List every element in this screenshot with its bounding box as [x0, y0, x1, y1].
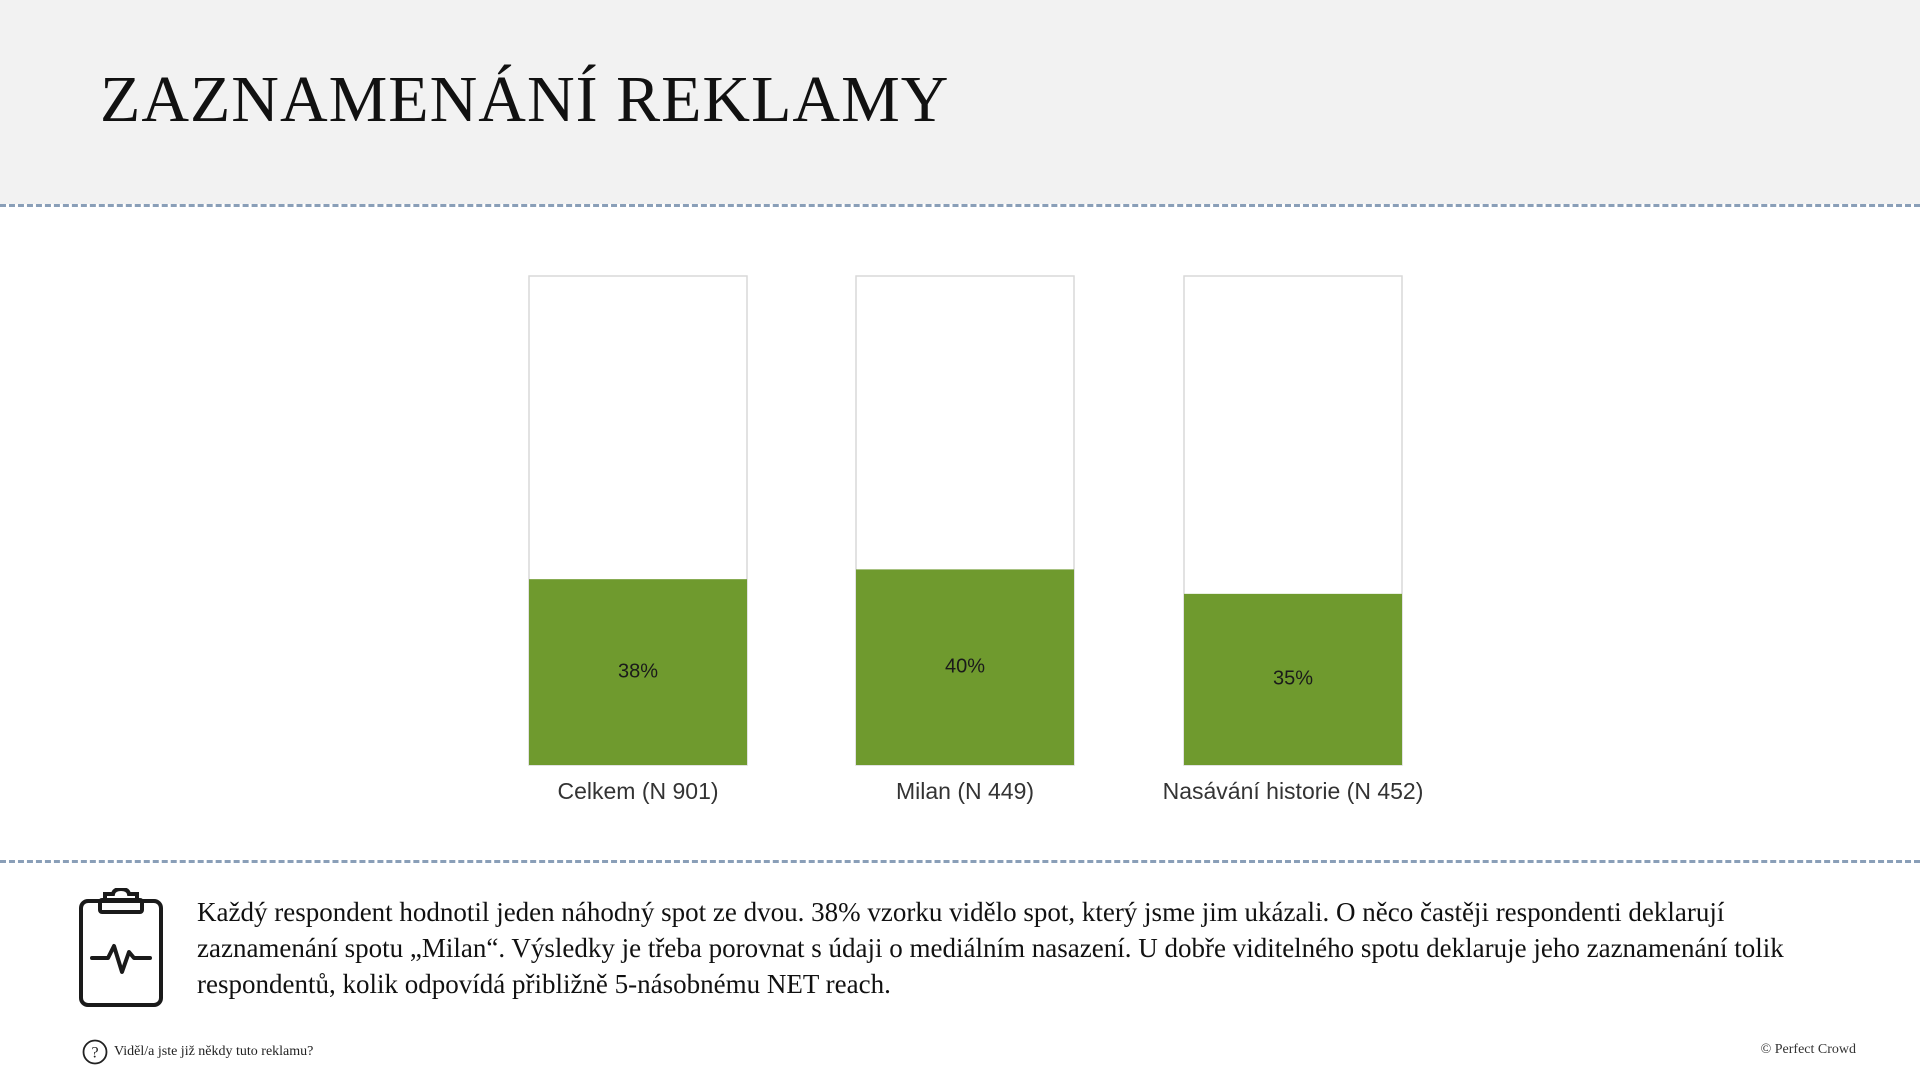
- bar: [529, 579, 747, 765]
- bar-value-label: 35%: [1273, 668, 1313, 690]
- bar: [1184, 593, 1402, 765]
- clipboard-pulse-icon: [79, 888, 163, 1007]
- help-circle-icon: ?: [82, 1039, 108, 1065]
- svg-text:?: ?: [91, 1045, 98, 1062]
- top-divider: [0, 204, 1920, 207]
- survey-question-text: Viděl/a jste již někdy tuto reklamu?: [114, 1044, 314, 1059]
- category-label: Nasávání historie (N 452): [1163, 778, 1424, 804]
- copyright-notice: © Perfect Crowd: [1760, 1042, 1856, 1057]
- bar-value-label: 38%: [618, 660, 658, 682]
- slide-header: ZAZNAMENÁNÍ REKLAMY: [0, 0, 1920, 204]
- bar-value-label: 40%: [945, 655, 985, 677]
- bottom-divider: [0, 860, 1920, 863]
- category-label: Celkem (N 901): [557, 778, 718, 804]
- bar-chart: 38% Celkem (N 901) 40% Milan (N 449) 35% Nasá…: [528, 275, 1424, 804]
- page-title: ZAZNAMENÁNÍ REKLAMY: [100, 63, 950, 136]
- bar: [856, 569, 1074, 765]
- category-label: Milan (N 449): [896, 778, 1034, 804]
- summary-text: Každý respondent hodnotil jeden náhodný …: [197, 897, 1784, 999]
- survey-question: ? Viděl/a jste již někdy tuto reklamu?: [82, 1038, 313, 1066]
